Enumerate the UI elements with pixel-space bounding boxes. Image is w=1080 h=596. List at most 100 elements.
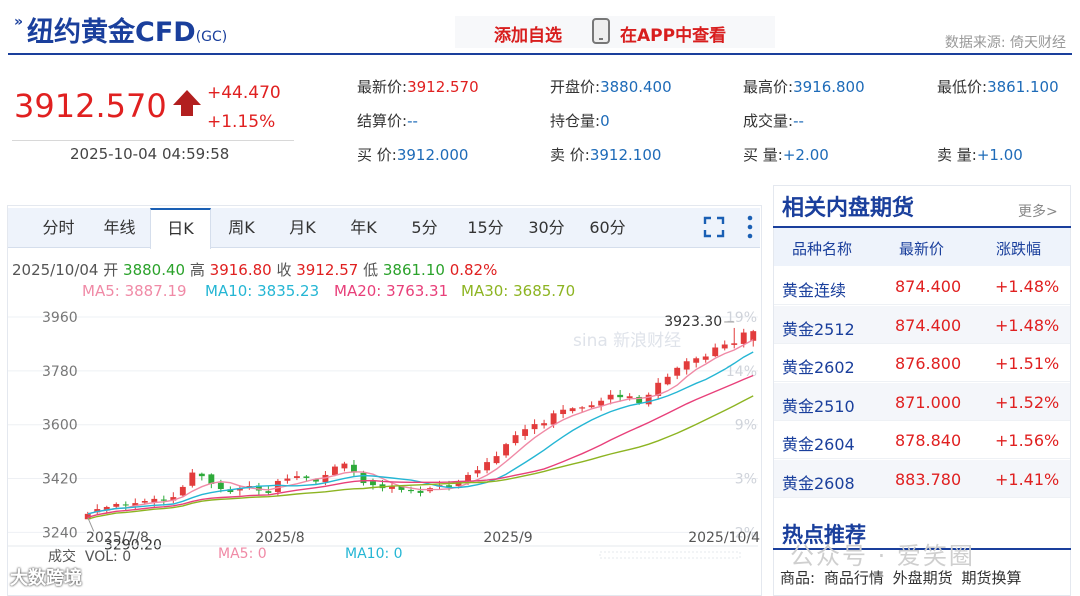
candle-body xyxy=(360,472,367,484)
pct-tick-label: -2% xyxy=(730,525,757,541)
quote-field-value: 3916.800 xyxy=(793,78,865,96)
candle-body xyxy=(683,361,690,370)
candle-body xyxy=(446,485,452,487)
pct-tick-label: 14% xyxy=(726,364,757,380)
futures-row[interactable]: 黄金2604 878.840 +1.56% xyxy=(774,421,1070,460)
futures-name[interactable]: 黄金2510 xyxy=(782,396,855,416)
pct-tick-label: 3% xyxy=(735,472,757,488)
volume-title: 成交 xyxy=(48,549,76,565)
min-pointer xyxy=(87,517,95,532)
futures-name[interactable]: 黄金2604 xyxy=(782,435,855,455)
futures-name[interactable]: 黄金2512 xyxy=(782,319,855,339)
hot-category-label: 商品: xyxy=(780,569,816,587)
tab-period[interactable]: 周K xyxy=(228,218,255,237)
candle-body xyxy=(484,462,490,471)
quote-field-value: +2.00 xyxy=(782,146,829,164)
volume-ma5: MA5: 0 xyxy=(218,546,267,562)
chart-panel xyxy=(7,205,762,596)
candle-body xyxy=(579,407,586,409)
tab-period[interactable]: 月K xyxy=(289,218,316,237)
candle-body xyxy=(550,413,557,425)
candle-body xyxy=(522,429,529,436)
quote-field-label: 开盘价: xyxy=(550,78,601,96)
quote-field-value: 3912.000 xyxy=(396,146,469,164)
quote-field: 持仓量:0 xyxy=(550,110,610,131)
fullscreen-icon[interactable] xyxy=(703,216,725,238)
candle-body xyxy=(417,490,424,493)
ma-legend-item: MA5: 3887.19 xyxy=(82,282,187,300)
candle-body xyxy=(189,472,196,486)
tab-period[interactable]: 年K xyxy=(350,218,377,237)
candle-body xyxy=(512,435,519,444)
candle-body xyxy=(731,343,738,345)
candle-body xyxy=(389,486,395,489)
futures-price: 871.000 xyxy=(895,392,962,412)
futures-price: 876.800 xyxy=(895,354,962,374)
view-in-app-button[interactable]: 在APP中查看 xyxy=(620,26,727,46)
hot-link-futures-converter[interactable]: 期货换算 xyxy=(961,569,1022,587)
more-link[interactable]: 更多> xyxy=(1018,204,1058,220)
futures-pct: +1.41% xyxy=(995,470,1060,489)
futures-row[interactable]: 黄金2510 871.000 +1.52% xyxy=(774,382,1070,421)
futures-row[interactable]: 黄金2512 874.400 +1.48% xyxy=(774,305,1070,344)
tab-period[interactable]: 30分 xyxy=(528,218,565,237)
futures-row[interactable]: 黄金连续 874.400 +1.48% xyxy=(774,267,1070,305)
candle-info: 2025/10/04 开 3880.40 高 3916.80 收 3912.57… xyxy=(12,259,497,280)
y-tick-label: 3960 xyxy=(42,310,78,326)
futures-name[interactable]: 黄金连续 xyxy=(782,281,847,300)
tab-period[interactable]: 60分 xyxy=(589,218,626,237)
data-source: 数据来源: 倚天财经 xyxy=(944,35,1066,51)
kline-chart[interactable]: 3960 19% 3780 14% 3600 9% 3420 3% 3240 -2% sina 新浪… xyxy=(8,298,760,594)
candle-body xyxy=(227,489,234,493)
candle-body xyxy=(398,486,405,490)
candle-body xyxy=(341,463,348,469)
candle-body xyxy=(103,506,110,511)
candle-body xyxy=(122,504,129,506)
tab-period[interactable]: 15分 xyxy=(467,218,504,237)
tab-period[interactable]: 年线 xyxy=(103,218,136,237)
futures-pct: +1.51% xyxy=(995,354,1060,374)
quote-field-label: 最新价: xyxy=(357,78,408,96)
more-options-icon[interactable] xyxy=(744,214,756,240)
add-watchlist-button[interactable]: 添加自选 xyxy=(494,26,562,46)
quote-field-value: 3912.570 xyxy=(407,78,479,96)
quote-field-label: 卖 量: xyxy=(937,146,977,164)
candle-body xyxy=(664,376,671,385)
quote-field: 最低价:3861.100 xyxy=(937,76,1059,97)
candle-body xyxy=(674,367,681,376)
futures-name[interactable]: 黄金2608 xyxy=(782,474,855,493)
related-futures-title: 相关内盘期货 xyxy=(782,196,915,221)
sina-watermark: sina 新浪财经 xyxy=(573,331,681,351)
tab-period[interactable]: 分时 xyxy=(42,218,75,237)
candle-body xyxy=(626,396,633,399)
ma-legend-item: MA10: 3835.23 xyxy=(205,282,320,300)
header-name: 品种名称 xyxy=(792,240,853,258)
futures-price: 883.780 xyxy=(895,470,962,489)
futures-name[interactable]: 黄金2602 xyxy=(782,358,855,378)
header-price: 最新价 xyxy=(899,240,945,258)
quote-field: 成交量:-- xyxy=(743,110,804,131)
hot-divider xyxy=(773,548,1071,550)
tab-period[interactable]: 5分 xyxy=(411,218,438,237)
candle-body xyxy=(312,479,319,482)
hot-link-commodity-quotes[interactable]: 商品行情 xyxy=(823,569,884,587)
quote-field-label: 结算价: xyxy=(357,112,408,130)
candle-body xyxy=(198,473,205,477)
futures-row[interactable]: 黄金2602 876.800 +1.51% xyxy=(774,344,1070,383)
quote-field: 卖 量:+1.00 xyxy=(937,144,1023,165)
hot-link-foreign-futures[interactable]: 外盘期货 xyxy=(892,569,953,587)
tab-period[interactable]: 日K xyxy=(150,208,211,249)
table-header xyxy=(774,228,1070,266)
quote-field-label: 持仓量: xyxy=(550,112,601,130)
candle-body xyxy=(455,481,462,486)
open-label: 开 xyxy=(103,261,119,279)
info-date: 2025/10/04 xyxy=(12,261,99,279)
candle-body xyxy=(588,405,595,408)
quote-field-label: 最高价: xyxy=(743,78,794,96)
wechat-watermark: 公众号 · 爱笑圈 xyxy=(790,542,975,570)
phone-icon[interactable] xyxy=(592,18,610,44)
candle-body xyxy=(179,486,186,496)
candle-body xyxy=(331,466,338,475)
futures-row[interactable]: 黄金2608 883.780 +1.41% xyxy=(774,460,1070,498)
info-high: 3916.80 xyxy=(209,261,272,279)
